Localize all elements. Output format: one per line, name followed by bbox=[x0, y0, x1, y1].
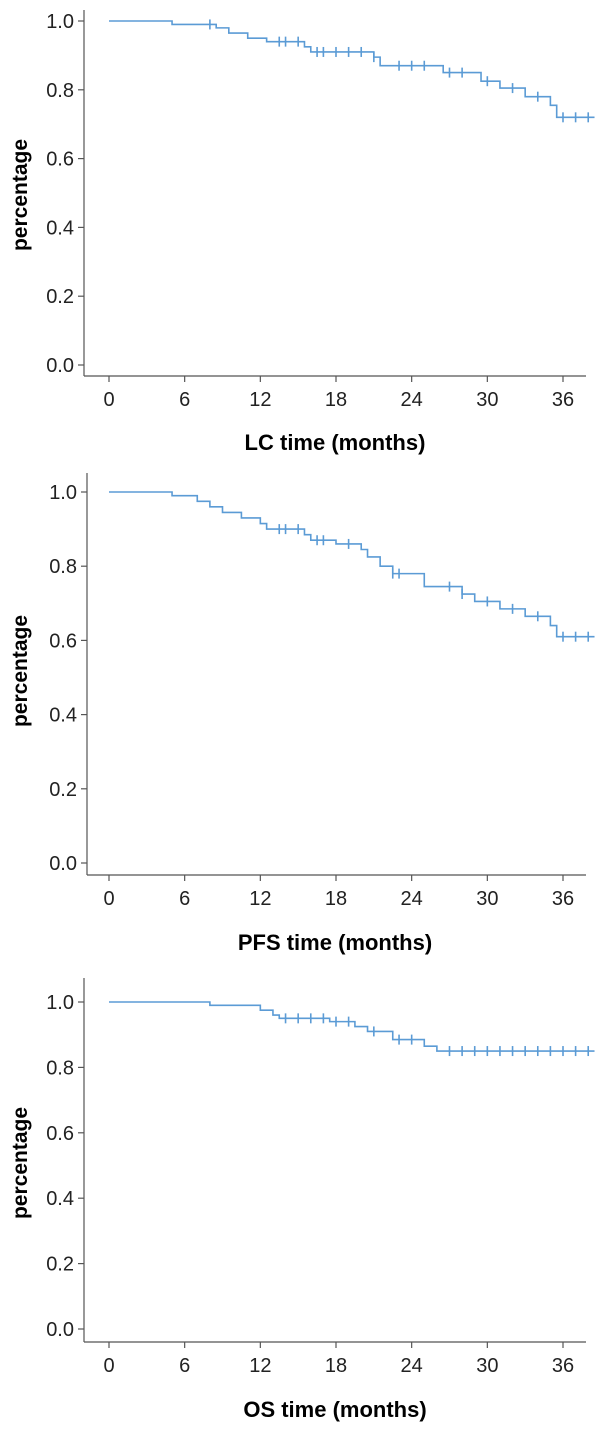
lc-y-tick-label: 0.6 bbox=[46, 149, 74, 171]
os-chart-svg: 0.0 0.2 0.4 0.6 0.8 1.0 0 6 12 18 24 30 36 bbox=[46, 978, 595, 1377]
lc-chart-svg: 0.0 0.2 0.4 0.6 0.8 1.0 0 6 12 18 24 30 36 bbox=[46, 10, 595, 411]
lc-x-tick-label: 6 bbox=[179, 389, 190, 411]
os-y-tick-label: 0.2 bbox=[46, 1254, 74, 1276]
os-chart-panel: 0.0 0.2 0.4 0.6 0.8 1.0 0 6 12 18 24 30 36 percentag… bbox=[0, 970, 596, 1440]
lc-x-axis-label: LC time (months) bbox=[244, 430, 426, 455]
pfs-x-tick-label: 24 bbox=[401, 888, 423, 910]
os-x-axis-label: OS time (months) bbox=[243, 1397, 427, 1422]
os-y-axis-label: percentage bbox=[9, 1106, 32, 1220]
pfs-y-tick-label: 0.4 bbox=[49, 705, 77, 727]
os-x-tick-label: 24 bbox=[401, 1355, 423, 1377]
pfs-y-tick-label: 0.2 bbox=[49, 779, 77, 801]
os-x-tick-label: 36 bbox=[552, 1355, 574, 1377]
lc-x-tick-label: 18 bbox=[325, 389, 347, 411]
os-x-tick-label: 0 bbox=[103, 1355, 114, 1377]
os-y-tick-label: 0.4 bbox=[46, 1188, 74, 1210]
lc-x-tick-label: 36 bbox=[552, 389, 574, 411]
pfs-x-tick-label: 6 bbox=[179, 888, 190, 910]
os-x-tick-label: 12 bbox=[249, 1355, 271, 1377]
lc-chart-panel: 0.0 0.2 0.4 0.6 0.8 1.0 0 6 12 18 24 30 36 percentag… bbox=[0, 0, 596, 470]
lc-y-tick-label: 0.4 bbox=[46, 217, 74, 239]
lc-x-tick-label: 12 bbox=[249, 389, 271, 411]
pfs-x-axis-label: PFS time (months) bbox=[237, 930, 433, 955]
lc-y-tick-label: 0.8 bbox=[46, 80, 74, 102]
os-y-tick-label: 0.6 bbox=[46, 1123, 74, 1145]
os-survival-curve bbox=[109, 1001, 595, 1052]
pfs-y-tick-label: 0.0 bbox=[49, 853, 77, 875]
pfs-y-tick-label: 1.0 bbox=[49, 482, 77, 504]
os-y-tick-label: 0.8 bbox=[46, 1057, 74, 1079]
os-x-tick-label: 6 bbox=[179, 1355, 190, 1377]
pfs-x-tick-label: 0 bbox=[103, 888, 114, 910]
lc-y-tick-label: 1.0 bbox=[46, 11, 74, 33]
lc-y-tick-label: 0.2 bbox=[46, 286, 74, 308]
pfs-x-tick-label: 12 bbox=[249, 888, 271, 910]
pfs-y-tick-label: 0.8 bbox=[49, 556, 77, 578]
os-y-tick-label: 0.0 bbox=[46, 1319, 74, 1341]
os-x-tick-label: 30 bbox=[476, 1355, 498, 1377]
pfs-chart-svg: 0.0 0.2 0.4 0.6 0.8 1.0 0 6 12 18 24 30 36 bbox=[49, 473, 595, 910]
pfs-x-tick-label: 36 bbox=[552, 888, 574, 910]
lc-y-axis-label: percentage bbox=[9, 138, 32, 252]
lc-x-tick-label: 24 bbox=[401, 389, 423, 411]
pfs-survival-curve bbox=[109, 491, 595, 638]
pfs-x-tick-label: 30 bbox=[476, 888, 498, 910]
pfs-x-tick-label: 18 bbox=[325, 888, 347, 910]
pfs-y-axis-label: percentage bbox=[9, 614, 32, 728]
pfs-chart-panel: 0.0 0.2 0.4 0.6 0.8 1.0 0 6 12 18 24 30 36 percentag… bbox=[0, 470, 596, 955]
lc-x-tick-label: 0 bbox=[103, 389, 114, 411]
lc-x-tick-label: 30 bbox=[476, 389, 498, 411]
pfs-y-tick-label: 0.6 bbox=[49, 630, 77, 652]
lc-survival-curve bbox=[109, 20, 595, 119]
os-x-tick-label: 18 bbox=[325, 1355, 347, 1377]
lc-y-tick-label: 0.0 bbox=[46, 355, 74, 377]
os-y-tick-label: 1.0 bbox=[46, 992, 74, 1014]
